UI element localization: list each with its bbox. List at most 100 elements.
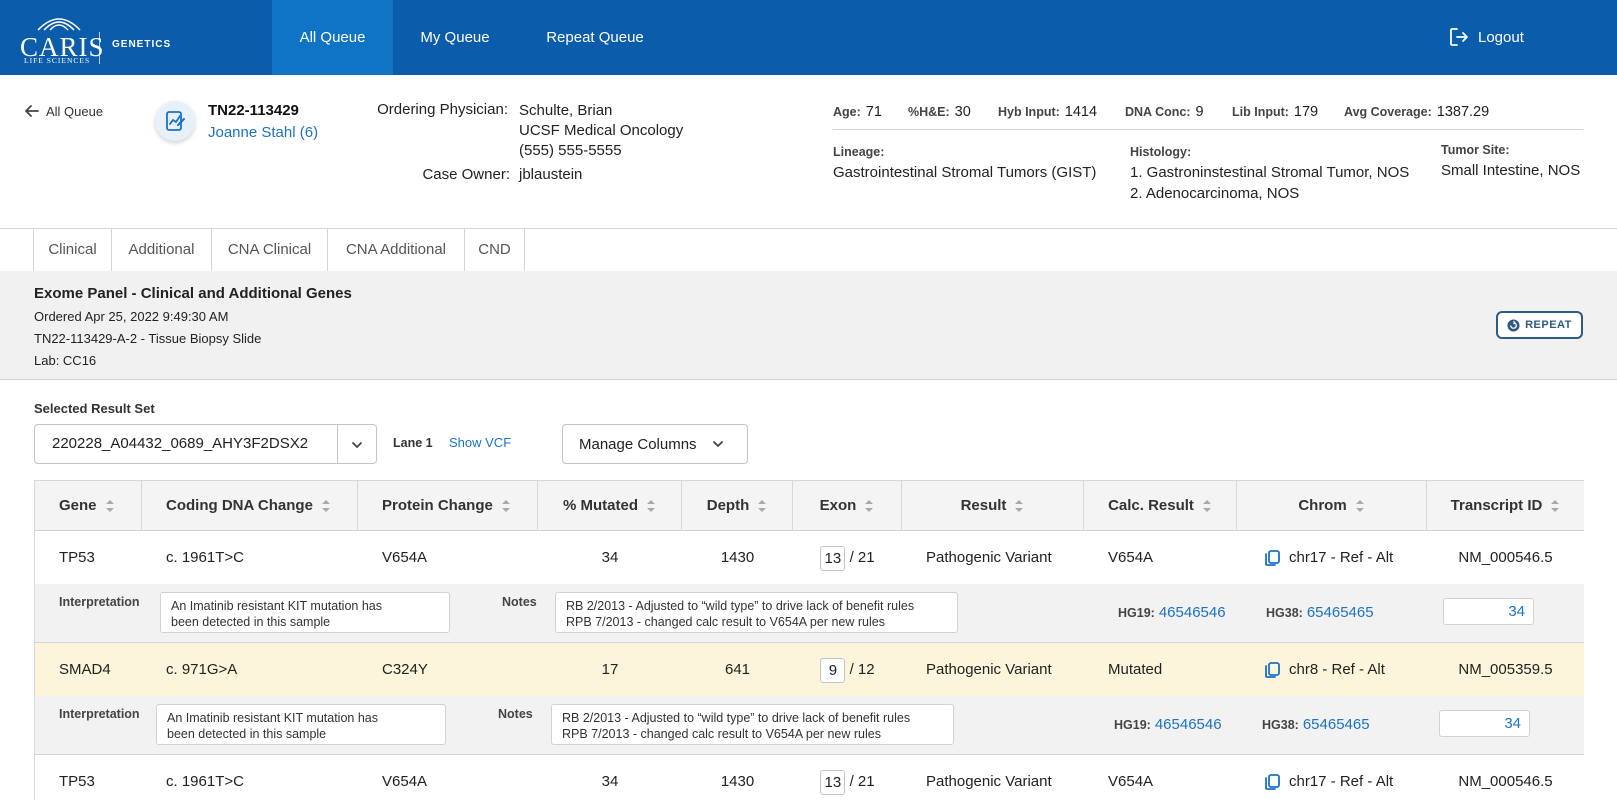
sort-icon: [647, 500, 655, 513]
cell-gene: SMAD4: [59, 661, 111, 678]
cell-percent-mutated: 34: [601, 773, 619, 790]
copy-icon[interactable]: [1263, 773, 1281, 791]
col-transcript-id[interactable]: Transcript ID: [1427, 481, 1584, 531]
interpretation-field[interactable]: An Imatinib resistant KIT mutation has be…: [156, 704, 446, 745]
stat-dna-conc: DNA Conc: 9: [1125, 104, 1204, 120]
case-owner-label: Case Owner:: [422, 166, 510, 183]
back-label: All Queue: [46, 103, 104, 119]
col-calc-result[interactable]: Calc. Result: [1084, 481, 1237, 531]
histology-value-1: 1. Gastroninstestinal Stromal Tumor, NOS: [1130, 164, 1410, 181]
result-set-select[interactable]: 220228_A04432_0689_AHY3F2DSX2: [34, 424, 377, 464]
panel-info: Exome Panel - Clinical and Additional Ge…: [0, 271, 1617, 380]
panel-title: Exome Panel - Clinical and Additional Ge…: [34, 285, 352, 302]
copy-icon[interactable]: [1263, 661, 1281, 679]
show-vcf-link[interactable]: Show VCF: [449, 435, 512, 450]
tab-cna-additional[interactable]: CNA Additional: [328, 229, 465, 271]
interpretation-field[interactable]: An Imatinib resistant KIT mutation has be…: [160, 592, 450, 633]
nav-tab-all-queue[interactable]: All Queue: [272, 0, 393, 75]
detail-value-input[interactable]: 34: [1443, 598, 1534, 625]
col-protein-change[interactable]: Protein Change: [358, 481, 538, 531]
cell-gene: TP53: [59, 549, 95, 566]
caris-logo[interactable]: CARIS LIFE SCIENCES GENETICS: [20, 10, 180, 66]
stat-age: Age: 71: [833, 104, 882, 120]
notes-field[interactable]: RB 2/2013 - Adjusted to “wild type” to d…: [555, 592, 958, 633]
detail-value-input[interactable]: 34: [1439, 710, 1530, 737]
cell-coding-dna-change: c. 1961T>C: [166, 549, 244, 566]
notes-field[interactable]: RB 2/2013 - Adjusted to “wild type” to d…: [551, 704, 954, 745]
row-detail: Interpretation An Imatinib resistant KIT…: [35, 696, 1584, 755]
exon-input[interactable]: 9: [820, 657, 846, 683]
table-row[interactable]: SMAD4 c. 971G>A C324Y 17 641 9 / 12 Path…: [35, 643, 1584, 696]
col-depth[interactable]: Depth: [682, 481, 793, 531]
col-coding-dna-change[interactable]: Coding DNA Change: [142, 481, 358, 531]
col-percent-mutated[interactable]: % Mutated: [538, 481, 682, 531]
sort-icon: [865, 500, 874, 513]
cell-transcript-id: NM_000546.5: [1458, 773, 1553, 790]
notes-label: Notes: [502, 595, 537, 609]
patient-link[interactable]: Joanne Stahl (6): [208, 124, 319, 141]
select-divider: [337, 425, 338, 463]
hg38-coordinate: HG38: 65465465: [1266, 604, 1374, 621]
cell-depth: 1430: [720, 773, 755, 790]
logout-button[interactable]: Logout: [1448, 26, 1524, 48]
hg19-link[interactable]: 46546546: [1154, 716, 1222, 733]
cell-result: Pathogenic Variant: [926, 549, 1052, 566]
hg19-link[interactable]: 46546546: [1158, 604, 1226, 621]
exon-input[interactable]: 13: [820, 545, 846, 571]
stat-he: %H&E: 30: [908, 104, 971, 120]
logout-label: Logout: [1478, 28, 1524, 46]
col-result[interactable]: Result: [902, 481, 1084, 531]
logo-divider: [99, 32, 100, 64]
cell-chrom: chr8 - Ref - Alt: [1263, 643, 1385, 696]
lane-label: Lane 1: [393, 436, 433, 450]
case-avatar: [155, 101, 195, 141]
cell-result: Pathogenic Variant: [926, 773, 1052, 790]
repeat-button[interactable]: REPEAT: [1496, 311, 1583, 339]
col-exon[interactable]: Exon: [793, 481, 902, 531]
sort-icon: [321, 500, 330, 513]
chevron-down-icon[interactable]: [350, 438, 364, 452]
table-row[interactable]: TP53 c. 1961T>C V654A 34 1430 13 / 21 Pa…: [35, 531, 1584, 584]
tumor-site-value: Small Intestine, NOS: [1441, 162, 1581, 179]
table-header: Gene Coding DNA Change Protein Change % …: [35, 480, 1584, 531]
back-to-queue-link[interactable]: All Queue: [24, 103, 103, 119]
exon-total: / 21: [849, 773, 875, 790]
chrom-value: chr17 - Ref - Alt: [1289, 549, 1394, 566]
case-owner: jblaustein: [519, 166, 583, 183]
tab-cnd[interactable]: CND: [465, 229, 525, 271]
exon-total: / 12: [849, 661, 875, 678]
tab-cna-clinical[interactable]: CNA Clinical: [212, 229, 328, 271]
table-row[interactable]: TP53 c. 1961T>C V654A 34 1430 13 / 21 Pa…: [35, 755, 1584, 800]
chrom-value: chr17 - Ref - Alt: [1289, 773, 1394, 790]
col-chrom[interactable]: Chrom: [1237, 481, 1427, 531]
top-nav-bar: CARIS LIFE SCIENCES GENETICS All Queue M…: [0, 0, 1617, 75]
cell-result: Pathogenic Variant: [926, 661, 1052, 678]
result-set-label: Selected Result Set: [34, 401, 155, 416]
physician-phone: (555) 555-5555: [519, 142, 622, 159]
cell-chrom: chr17 - Ref - Alt: [1263, 531, 1393, 584]
cell-percent-mutated: 17: [601, 661, 619, 678]
tab-clinical[interactable]: Clinical: [33, 229, 112, 271]
cell-chrom: chr17 - Ref - Alt: [1263, 755, 1393, 800]
histology-label: Histology:: [1130, 145, 1192, 159]
nav-tab-my-queue[interactable]: My Queue: [420, 29, 490, 46]
col-gene[interactable]: Gene: [35, 481, 142, 531]
ordering-physician-label: Ordering Physician:: [377, 101, 508, 118]
lineage-label: Lineage:: [833, 145, 885, 159]
cell-calc-result: V654A: [1108, 549, 1154, 566]
interpretation-label: Interpretation: [59, 707, 140, 721]
nav-tab-repeat-queue[interactable]: Repeat Queue: [546, 29, 644, 46]
exon-input[interactable]: 13: [820, 769, 846, 795]
cell-transcript-id: NM_000546.5: [1458, 549, 1553, 566]
manage-columns-button[interactable]: Manage Columns: [562, 424, 748, 464]
tab-additional[interactable]: Additional: [112, 229, 212, 271]
copy-icon[interactable]: [1263, 549, 1281, 567]
hg38-link[interactable]: 65465465: [1302, 716, 1370, 733]
sort-icon: [501, 500, 510, 513]
logo-wordmark: CARIS: [20, 32, 105, 62]
case-id: TN22-113429: [208, 102, 299, 119]
chevron-down-icon: [712, 441, 723, 447]
cell-protein-change: V654A: [382, 549, 428, 566]
hg38-link[interactable]: 65465465: [1306, 604, 1374, 621]
result-tabs: Clinical Additional CNA Clinical CNA Add…: [0, 228, 1617, 272]
